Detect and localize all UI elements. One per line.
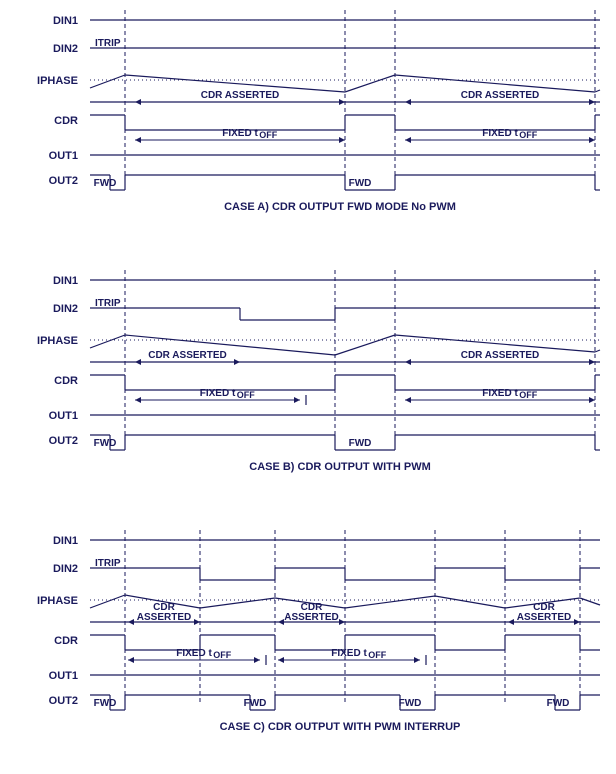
svg-text:FIXED t: FIXED t (176, 648, 212, 659)
svg-text:OUT2: OUT2 (49, 175, 78, 187)
svg-text:IPHASE: IPHASE (37, 595, 78, 607)
svg-text:OFF: OFF (519, 130, 537, 140)
svg-text:ASSERTED: ASSERTED (137, 612, 191, 623)
svg-text:FWD: FWD (349, 178, 372, 189)
svg-text:CDR ASSERTED: CDR ASSERTED (461, 350, 540, 361)
svg-text:DIN2: DIN2 (53, 303, 78, 315)
svg-text:ITRIP: ITRIP (95, 558, 121, 569)
svg-text:FWD: FWD (244, 698, 267, 709)
svg-text:CDR: CDR (54, 375, 78, 387)
svg-text:OFF: OFF (259, 130, 277, 140)
svg-text:FWD: FWD (94, 178, 117, 189)
svg-text:DIN1: DIN1 (53, 275, 78, 287)
svg-text:CDR ASSERTED: CDR ASSERTED (148, 350, 227, 361)
svg-text:CASE C) CDR OUTPUT WITH PWM IN: CASE C) CDR OUTPUT WITH PWM INTERRUP (220, 721, 461, 733)
svg-text:ASSERTED: ASSERTED (284, 612, 338, 623)
svg-text:OFF: OFF (368, 650, 386, 660)
svg-text:FIXED t: FIXED t (222, 128, 258, 139)
svg-text:FIXED t: FIXED t (200, 388, 236, 399)
svg-text:OUT1: OUT1 (49, 410, 78, 422)
svg-text:OUT2: OUT2 (49, 435, 78, 447)
svg-text:IPHASE: IPHASE (37, 335, 78, 347)
svg-text:CDR: CDR (54, 115, 78, 127)
svg-text:CDR ASSERTED: CDR ASSERTED (201, 90, 280, 101)
svg-text:FWD: FWD (547, 698, 570, 709)
svg-text:FWD: FWD (94, 438, 117, 449)
svg-text:FWD: FWD (94, 698, 117, 709)
svg-text:DIN1: DIN1 (53, 15, 78, 27)
svg-text:CDR ASSERTED: CDR ASSERTED (461, 90, 540, 101)
svg-text:ITRIP: ITRIP (95, 298, 121, 309)
svg-text:CASE A) CDR OUTPUT FWD MODE No: CASE A) CDR OUTPUT FWD MODE No PWM (224, 201, 456, 213)
svg-text:ASSERTED: ASSERTED (517, 612, 571, 623)
svg-text:FIXED t: FIXED t (482, 388, 518, 399)
svg-text:OUT1: OUT1 (49, 670, 78, 682)
svg-text:FWD: FWD (349, 438, 372, 449)
svg-text:FIXED t: FIXED t (482, 128, 518, 139)
svg-text:OUT2: OUT2 (49, 695, 78, 707)
svg-text:CDR: CDR (54, 635, 78, 647)
svg-text:OFF: OFF (519, 390, 537, 400)
svg-text:DIN1: DIN1 (53, 535, 78, 547)
svg-text:FWD: FWD (399, 698, 422, 709)
svg-text:FIXED t: FIXED t (331, 648, 367, 659)
svg-text:CASE B) CDR OUTPUT WITH PWM: CASE B) CDR OUTPUT WITH PWM (249, 461, 430, 473)
svg-text:OFF: OFF (237, 390, 255, 400)
svg-text:DIN2: DIN2 (53, 43, 78, 55)
svg-text:OFF: OFF (213, 650, 231, 660)
svg-text:DIN2: DIN2 (53, 563, 78, 575)
svg-text:ITRIP: ITRIP (95, 38, 121, 49)
svg-text:IPHASE: IPHASE (37, 75, 78, 87)
svg-text:OUT1: OUT1 (49, 150, 78, 162)
timing-diagram-figure: DIN1 DIN2 IPHASE CDR OUT1 OUT2 ITRIP CDR ASSERT… (0, 0, 616, 774)
